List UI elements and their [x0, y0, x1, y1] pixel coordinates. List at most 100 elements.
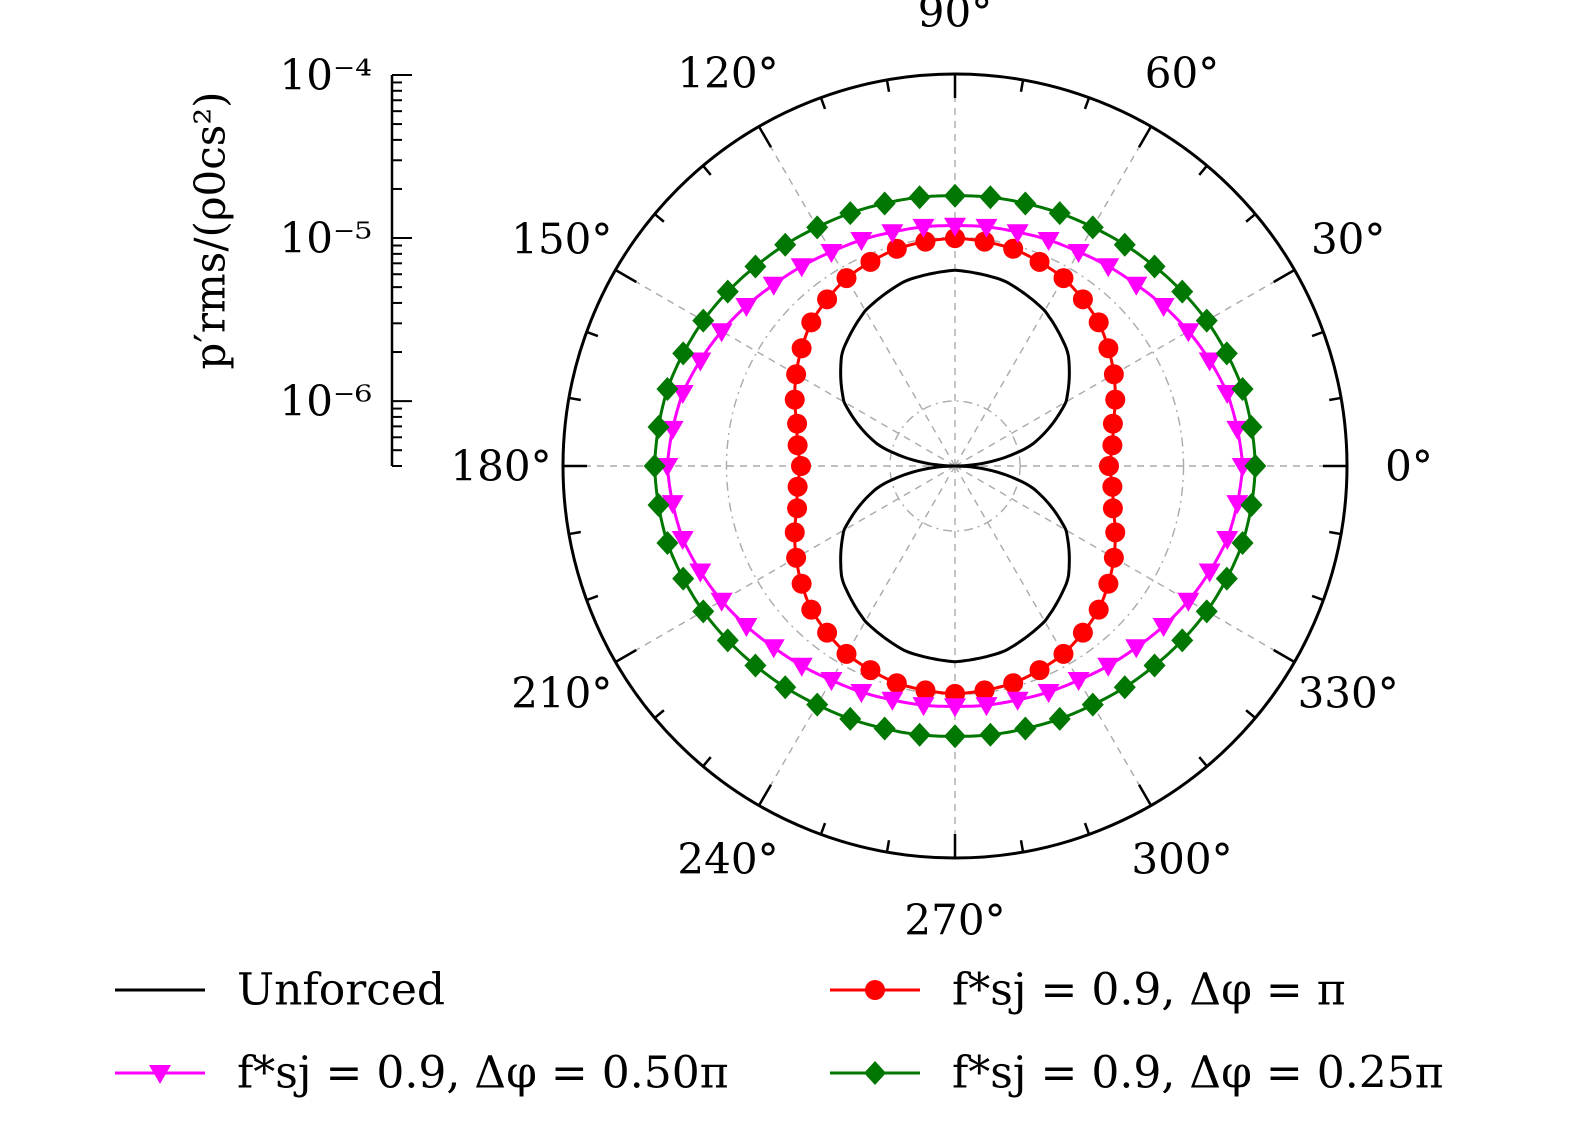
data-point-diamond	[1048, 706, 1071, 731]
data-point-circle	[787, 413, 808, 434]
data-point-diamond	[716, 279, 739, 304]
angle-major-tick	[1273, 648, 1296, 664]
data-point-triangle	[1125, 639, 1148, 659]
data-point-diamond	[979, 722, 1002, 747]
data-point-circle	[801, 312, 822, 333]
series-line	[839, 268, 1071, 664]
data-point-circle	[1098, 573, 1119, 594]
data-point-diamond	[647, 414, 670, 439]
angle-major-tick	[757, 784, 773, 807]
spoke-gridline	[615, 269, 956, 467]
data-point-circle	[1102, 476, 1123, 497]
data-point-triangle	[1226, 495, 1249, 515]
data-point-diamond	[656, 376, 679, 401]
angle-minor-tick	[1083, 97, 1091, 110]
angle-minor-tick	[568, 396, 581, 402]
angle-minor-tick	[586, 330, 599, 338]
angle-tick-label: 210°	[511, 669, 612, 718]
data-point-diamond	[672, 566, 695, 591]
data-point-triangle	[1037, 683, 1060, 703]
data-point-triangle	[710, 592, 733, 612]
angle-minor-tick	[1083, 822, 1091, 835]
data-point-circle	[945, 228, 965, 249]
data-point-triangle	[850, 683, 873, 703]
data-point-circle	[1103, 364, 1124, 385]
data-point-triangle	[975, 218, 998, 238]
data-point-circle	[791, 573, 812, 594]
angle-major-tick	[1137, 125, 1153, 148]
data-point-triangle	[661, 495, 684, 515]
data-point-triangle	[881, 691, 904, 711]
angle-tick-label: 120°	[677, 48, 778, 97]
radial-tick-label: 10⁻⁵	[280, 214, 372, 263]
spoke-gridline	[954, 465, 1152, 806]
legend-label: f*sj = 0.9, Δφ = 0.50π	[237, 1048, 729, 1099]
data-point-triangle	[1152, 618, 1175, 638]
data-point-diamond	[1195, 308, 1218, 333]
legend-label: f*sj = 0.9, Δφ = π	[952, 965, 1346, 1016]
angle-major-tick	[1273, 268, 1296, 284]
data-point-diamond	[1113, 232, 1136, 257]
data-point-triangle	[1067, 243, 1090, 263]
data-point-circle	[1003, 673, 1024, 694]
angle-minor-tick	[1311, 594, 1324, 602]
angle-minor-tick	[885, 840, 891, 853]
data-point-circle	[1053, 268, 1074, 289]
data-point-diamond	[656, 531, 679, 556]
angle-minor-tick	[653, 709, 665, 719]
data-point-circle	[915, 680, 936, 701]
spoke-gridline	[758, 126, 956, 467]
data-point-triangle	[735, 618, 758, 638]
angle-minor-tick	[1329, 530, 1342, 536]
data-point-triangle	[944, 217, 966, 237]
data-point-circle	[787, 476, 808, 497]
data-point-diamond	[806, 215, 829, 240]
data-point-diamond	[1215, 341, 1238, 366]
series-3	[643, 183, 1267, 749]
angle-tick-label: 240°	[677, 835, 778, 884]
data-point-circle	[817, 289, 838, 310]
data-point-triangle	[820, 243, 843, 263]
data-point-circle	[886, 238, 907, 259]
angle-tick-label: 30°	[1311, 215, 1385, 264]
legend-item: f*sj = 0.9, Δφ = 0.50π	[115, 1048, 729, 1099]
radial-axis-title: p′rms/(ρ0cs²)	[186, 91, 235, 369]
data-point-diamond	[774, 232, 797, 257]
angle-tick-label: 60°	[1145, 48, 1219, 97]
data-point-triangle	[912, 218, 935, 238]
legend-label: f*sj = 0.9, Δφ = 0.25π	[952, 1048, 1444, 1099]
angle-tick-label: 270°	[904, 896, 1005, 945]
data-point-circle	[1102, 435, 1123, 456]
data-point-triangle	[975, 697, 998, 717]
data-point-circle	[1029, 660, 1050, 681]
angle-tick-label: 180°	[450, 442, 551, 491]
data-point-circle	[1029, 251, 1050, 272]
data-point-triangle	[881, 224, 904, 244]
data-point-triangle	[944, 698, 966, 718]
spoke-gridline	[954, 269, 1295, 467]
data-point-diamond	[643, 454, 666, 478]
angle-minor-tick	[885, 79, 891, 92]
data-point-triangle	[1006, 691, 1029, 711]
data-point-circle	[836, 643, 857, 664]
angle-minor-tick	[819, 97, 827, 110]
data-point-diamond	[1215, 566, 1238, 591]
data-point-diamond	[839, 201, 862, 226]
data-point-circle	[786, 364, 807, 385]
angle-tick-label: 150°	[511, 215, 612, 264]
radial-axis: 10⁻⁶ 10⁻⁵ 10⁻⁴ p′rms/(ρ0cs²)	[186, 51, 412, 467]
data-point-diamond	[647, 493, 670, 518]
data-point-triangle	[689, 563, 712, 583]
angle-minor-tick	[586, 594, 599, 602]
data-point-circle	[1105, 522, 1126, 543]
data-point-circle	[974, 680, 995, 701]
data-point-diamond	[692, 308, 715, 333]
data-point-triangle	[1198, 352, 1221, 372]
data-point-triangle	[1125, 276, 1148, 296]
data-point-triangle	[1152, 297, 1175, 317]
spoke-gridline	[758, 465, 956, 806]
data-point-diamond	[1240, 493, 1263, 518]
data-point-triangle	[850, 232, 873, 252]
data-point-circle	[791, 338, 812, 359]
angle-minor-tick	[568, 530, 581, 536]
